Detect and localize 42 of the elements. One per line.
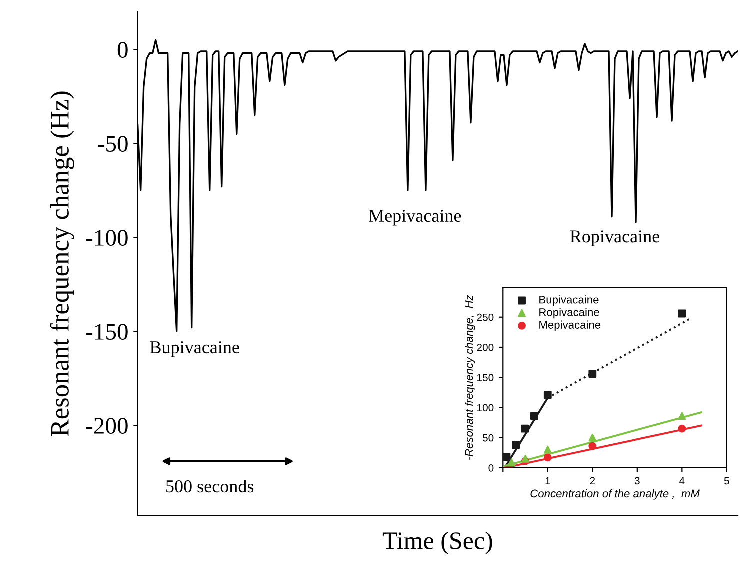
y-tick-label: -200	[86, 418, 128, 434]
point	[521, 424, 530, 433]
point	[544, 391, 552, 400]
x-tick-label: 2	[590, 477, 596, 485]
y-tick-label: 200	[477, 344, 494, 352]
point	[678, 310, 686, 318]
y-tick-label: -50	[98, 136, 128, 152]
y-axis-title: Resonant frequency change (Hz)	[50, 92, 74, 436]
y-axis-title: -Resonant frequency change, Hz	[464, 295, 476, 460]
y-tick-label: 0	[488, 464, 494, 472]
point	[588, 434, 597, 442]
y-tick-label: 150	[478, 374, 494, 382]
y-tick-label: -150	[86, 324, 128, 340]
y-tick-label: -100	[86, 230, 128, 246]
point	[522, 454, 530, 463]
point	[530, 412, 538, 420]
point	[503, 453, 511, 462]
point	[544, 454, 552, 462]
point	[678, 412, 686, 420]
legend-label: Bupivacaine	[540, 296, 599, 306]
point	[508, 458, 516, 466]
x-tick-label: 4	[680, 477, 685, 485]
annotation: 500 seconds	[166, 480, 254, 493]
x-tick-label: 3	[634, 477, 640, 485]
y-tick-label: 250	[477, 314, 494, 322]
annotation: Ropivacaine	[570, 230, 660, 246]
point	[588, 370, 597, 378]
y-tick-label: 0	[118, 42, 128, 58]
point	[588, 442, 597, 450]
y-tick-label: 100	[478, 404, 494, 412]
y-tick-label: 50	[482, 434, 494, 442]
point	[678, 424, 686, 433]
x-tick-label: 1	[546, 477, 550, 485]
annotation: Mepivacaine	[369, 210, 462, 226]
legend-label: Ropivacaine	[540, 308, 600, 319]
annotation: Bupivacaine	[150, 341, 240, 358]
x-axis-title: Concentration of the analyte , mM	[530, 489, 700, 500]
x-axis-title: Time (Sec)	[382, 532, 492, 554]
point	[544, 446, 552, 454]
x-tick-label: 5	[724, 477, 730, 485]
point	[512, 441, 520, 450]
legend-label: Mepivacaine	[540, 320, 601, 332]
